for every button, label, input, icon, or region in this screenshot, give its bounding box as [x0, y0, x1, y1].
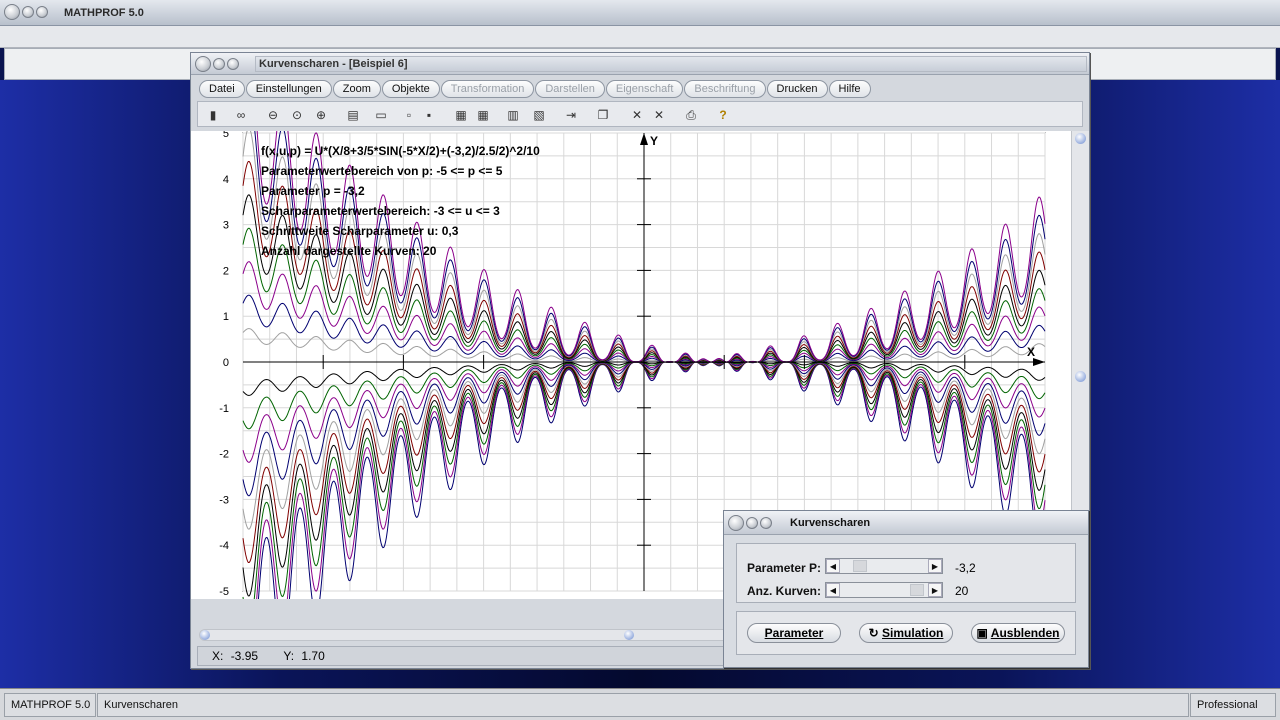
calculator-icon[interactable]: ▮: [209, 108, 217, 122]
y-tick-label: -1: [219, 403, 229, 415]
y-coord-label: Y:: [283, 649, 295, 663]
status-bar: MATHPROF 5.0 Kurvenscharen Professional: [0, 688, 1280, 720]
scroll-left-icon[interactable]: ◀: [826, 583, 840, 597]
export-icon[interactable]: ⇥: [565, 108, 577, 122]
box-small-icon[interactable]: ▪: [426, 108, 432, 122]
menu-objekte[interactable]: Objekte: [381, 80, 440, 98]
hide-icon: ▣: [976, 626, 991, 640]
y-axis-label: Y: [650, 134, 658, 148]
close-x-icon[interactable]: ✕: [631, 108, 643, 122]
dialog-title: Kurvenscharen: [790, 517, 871, 529]
parameter-button[interactable]: Parameter: [747, 623, 841, 643]
menu-einstellungen[interactable]: Einstellungen: [245, 80, 332, 98]
print-icon[interactable]: ⎙: [686, 108, 696, 122]
menu-eigenschaft[interactable]: Eigenschaft: [605, 80, 684, 98]
y-tick-label: 3: [223, 220, 229, 232]
info-line: Scharparameterwertebereich: -3 <= u <= 3: [261, 204, 500, 218]
menu-datei[interactable]: Datei: [199, 80, 245, 98]
status-app: MATHPROF 5.0: [4, 693, 96, 717]
app-title: MATHPROF 5.0: [64, 7, 144, 19]
grid-b-icon[interactable]: ▦: [477, 108, 489, 122]
menu-darstellen[interactable]: Darstellen: [535, 80, 605, 98]
dialog-title-bar[interactable]: Kurvenscharen: [724, 511, 1088, 535]
dialog-window-controls[interactable]: [728, 515, 772, 531]
parameter-p-thumb[interactable]: [853, 560, 868, 572]
window-title-bar[interactable]: Kurvenscharen - [Beispiel 6]: [191, 53, 1089, 75]
y-tick-label: -5: [219, 586, 229, 598]
curve-count-label: Anz. Kurven:: [747, 584, 822, 598]
close-xx-icon[interactable]: ✕: [653, 108, 665, 122]
info-line: f(x,u,p) = U*(X/8+3/5*SIN(-5*X/2)+(-3,2)…: [261, 144, 540, 158]
parameter-p-scrollbar[interactable]: ◀ ▶: [825, 558, 943, 574]
menu-beschriftung[interactable]: Beschriftung: [684, 80, 766, 98]
info-line: Parameter p = -3,2: [261, 184, 365, 198]
table-icon[interactable]: ▥: [507, 108, 519, 122]
info-line: Anzahl dargestellte Kurven: 20: [261, 244, 437, 258]
zoom-out-icon[interactable]: ⊖: [267, 108, 279, 122]
main-menu-band: [0, 26, 1280, 48]
window-icon[interactable]: ▭: [375, 108, 387, 122]
properties-icon[interactable]: ▤: [347, 108, 359, 122]
x-coord-value: -3.95: [230, 649, 259, 663]
y-tick-label: 0: [223, 357, 229, 369]
curve-count-thumb[interactable]: [910, 584, 925, 596]
menu-drucken[interactable]: Drucken: [766, 80, 828, 98]
table-calc-icon[interactable]: ▧: [533, 108, 545, 122]
curve-count-scrollbar[interactable]: ◀ ▶: [825, 582, 943, 598]
parameter-p-label: Parameter P:: [747, 561, 822, 575]
slider-group: Parameter P: ◀ ▶ -3,2 Anz. Kurven: ◀ ▶ 2…: [736, 543, 1076, 603]
button-group: Parameter ↻ Simulation ▣ Ausblenden: [736, 611, 1076, 655]
main-title-bar: MATHPROF 5.0: [0, 0, 1280, 26]
y-tick-label: 5: [223, 131, 229, 140]
y-axis-arrow: [640, 133, 648, 145]
simulation-button[interactable]: ↻ Simulation: [859, 623, 953, 643]
curve-count-value: 20: [955, 584, 969, 598]
hide-button[interactable]: ▣ Ausblenden: [971, 623, 1065, 643]
menu-hilfe[interactable]: Hilfe: [828, 80, 871, 98]
x-coord-label: X:: [212, 649, 224, 663]
y-tick-label: 1: [223, 311, 229, 323]
zoom-fit-icon[interactable]: ⊙: [291, 108, 303, 122]
status-edition: Professional: [1190, 693, 1276, 717]
cursor-coordinates: X: -3.95 Y: 1.70: [197, 646, 727, 666]
main-window-controls[interactable]: [4, 4, 48, 20]
menu-bar: Datei Einstellungen Zoom Objekte Transformat…: [199, 80, 871, 98]
menu-transformation[interactable]: Transformation: [440, 80, 535, 98]
y-coord-value: 1.70: [301, 649, 325, 663]
y-tick-label: -3: [219, 494, 229, 506]
vertical-scrollbar[interactable]: [1071, 131, 1089, 631]
horizontal-scrollbar[interactable]: [199, 629, 729, 641]
info-line: Schrittweite Scharparameter u: 0,3: [261, 224, 459, 238]
copy-icon[interactable]: ❐: [597, 108, 609, 122]
status-module: Kurvenscharen: [97, 693, 1189, 717]
scroll-right-icon[interactable]: ▶: [928, 583, 942, 597]
zoom-in-icon[interactable]: ⊕: [315, 108, 327, 122]
info-line: Parameterwertebereich von p: -5 <= p <= …: [261, 164, 503, 178]
scroll-right-icon[interactable]: ▶: [928, 559, 942, 573]
grid-a-icon[interactable]: ▦: [455, 108, 467, 122]
y-tick-label: -4: [219, 540, 229, 552]
refresh-icon: ↻: [868, 626, 883, 640]
window-title: Kurvenscharen - [Beispiel 6]: [259, 58, 408, 70]
parameter-p-value: -3,2: [955, 561, 976, 575]
help-icon[interactable]: ?: [719, 108, 727, 122]
glasses-icon[interactable]: ∞: [236, 108, 246, 122]
menu-zoom[interactable]: Zoom: [332, 80, 381, 98]
scroll-left-icon[interactable]: ◀: [826, 559, 840, 573]
box-icon[interactable]: ▫: [406, 108, 412, 122]
x-axis-label: X: [1027, 345, 1035, 359]
x-axis-arrow: [1033, 358, 1045, 366]
y-tick-label: -2: [219, 449, 229, 461]
y-tick-label: 2: [223, 265, 229, 277]
y-tick-label: 4: [223, 174, 229, 186]
curve-family-dialog: Kurvenscharen Parameter P: ◀ ▶ -3,2 Anz.…: [723, 510, 1089, 668]
toolbar: ▮ ∞ ⊖ ⊙ ⊕ ▤ ▭ ▫ ▪ ▦ ▦ ▥ ▧ ⇥ ❐ ✕ ✕ ⎙?: [197, 101, 1083, 127]
window-controls[interactable]: [195, 56, 239, 72]
